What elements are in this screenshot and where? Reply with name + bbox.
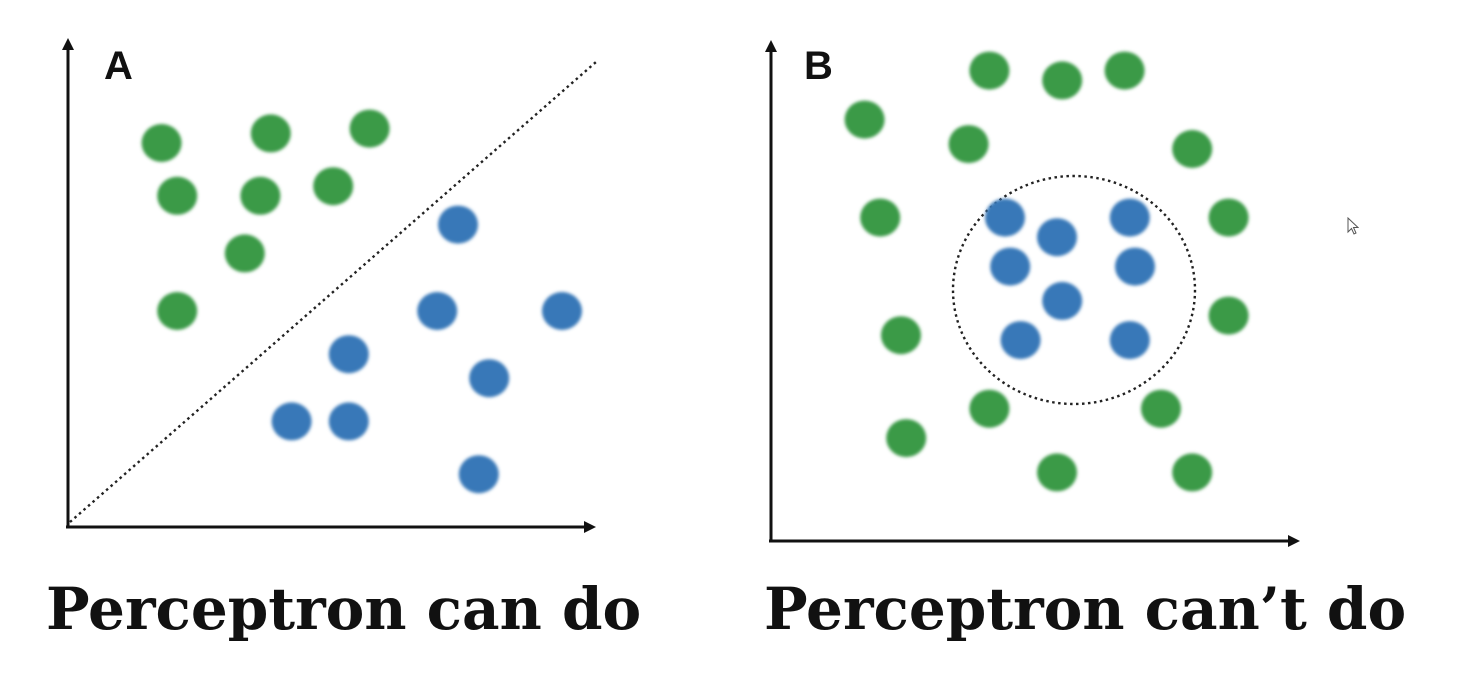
blue-point [990,247,1031,286]
green-point [240,176,281,215]
panel-label-a: A [104,44,133,88]
pointer-cursor-icon [1347,217,1359,235]
green-point [886,419,927,458]
blue-point [985,198,1025,237]
points-a [141,109,582,494]
green-point [313,167,354,206]
green-point [1037,453,1077,492]
green-point [157,176,198,215]
green-point [1208,296,1249,335]
green-point [948,125,989,164]
decision-circle-b [951,174,1197,406]
green-point [1141,389,1181,428]
green-point [141,124,182,162]
blue-point [1042,281,1083,320]
panel-label-b: B [804,44,833,88]
blue-point [417,292,458,330]
green-point [881,316,921,355]
green-point [1104,51,1145,90]
points-b [844,51,1249,492]
panel-a: A [62,38,597,533]
blue-point [1115,247,1155,286]
decision-line-a [69,61,597,523]
blue-point [438,205,478,244]
green-point [1172,130,1213,168]
green-point [349,109,390,148]
green-point [224,234,265,273]
caption-panel-b: Perceptron can’t do [764,575,1407,643]
blue-point [328,402,369,441]
green-point [1042,61,1083,100]
blue-point [542,292,582,330]
green-point [1172,453,1213,492]
green-point [157,292,198,330]
green-point [969,51,1010,90]
blue-point [1000,321,1041,360]
green-point [969,389,1010,428]
blue-point [271,402,312,441]
blue-point [328,335,369,374]
blue-point [1037,218,1077,257]
green-point [1208,198,1249,237]
blue-point [469,359,510,398]
green-point [844,100,885,139]
blue-point [1109,321,1150,360]
panel-b: B [765,40,1300,547]
blue-point [458,455,499,494]
green-point [250,114,291,153]
green-point [860,198,901,237]
caption-panel-a: Perceptron can do [46,575,642,643]
blue-point [1109,198,1150,237]
